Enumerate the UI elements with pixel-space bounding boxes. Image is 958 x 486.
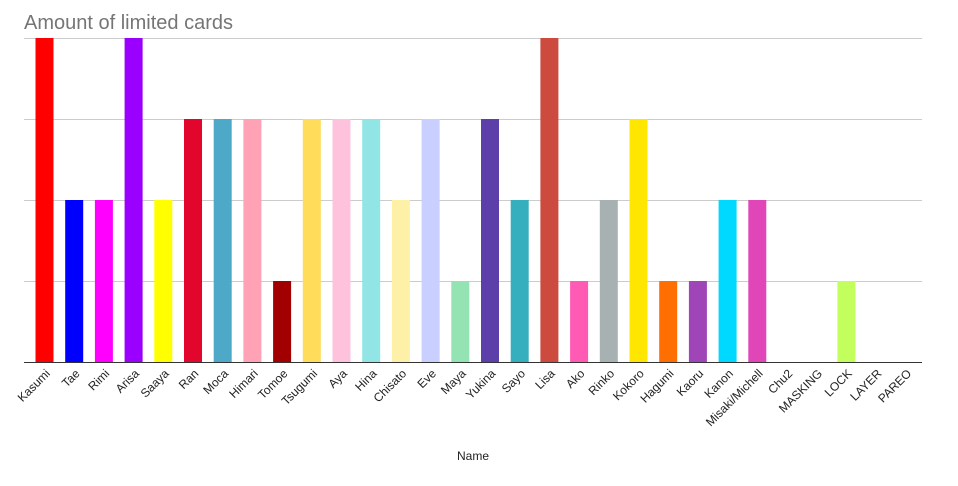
bar — [659, 281, 678, 362]
bar — [391, 200, 410, 362]
x-tick-label: Yukina — [463, 366, 499, 402]
bar — [362, 119, 381, 362]
bar — [302, 119, 321, 362]
x-tick-label: Ran — [176, 366, 201, 391]
x-tick-label: Kaoru — [674, 366, 707, 399]
bar — [273, 281, 292, 362]
bar — [154, 200, 173, 362]
bar — [65, 200, 84, 362]
bar — [184, 119, 202, 362]
bar — [718, 200, 737, 362]
x-tick-label: Chisato — [371, 366, 410, 405]
x-tick-label: PAREO — [875, 366, 914, 405]
bar — [510, 200, 529, 362]
x-tick-label: Rimi — [85, 366, 112, 393]
bar — [332, 119, 351, 362]
bar — [837, 281, 856, 362]
x-tick-label: Tae — [59, 366, 83, 390]
x-tick-label: Sayo — [499, 366, 528, 395]
chart-title: Amount of limited cards — [24, 12, 233, 34]
bar — [243, 119, 262, 362]
x-tick-label: Himari — [226, 366, 260, 400]
bar — [94, 200, 113, 362]
bar — [599, 200, 618, 362]
bar — [421, 119, 440, 362]
bar — [688, 281, 707, 362]
bar — [629, 119, 648, 362]
bar — [570, 281, 589, 362]
x-tick-label: Aya — [325, 366, 350, 391]
bar — [35, 38, 54, 362]
x-tick-label: Hagumi — [637, 366, 676, 405]
bar — [540, 38, 559, 362]
bar — [451, 281, 470, 362]
x-tick-label: Saaya — [138, 366, 172, 400]
bar — [481, 119, 499, 362]
bar — [748, 200, 767, 362]
x-tick-label: Kasumi — [15, 366, 53, 404]
x-tick-label: Ako — [563, 366, 588, 391]
x-tick-label: Eve — [414, 366, 439, 391]
x-axis-title: Name — [456, 449, 489, 463]
x-tick-label: Lisa — [532, 366, 558, 392]
bar — [124, 38, 143, 362]
bar — [213, 119, 232, 362]
